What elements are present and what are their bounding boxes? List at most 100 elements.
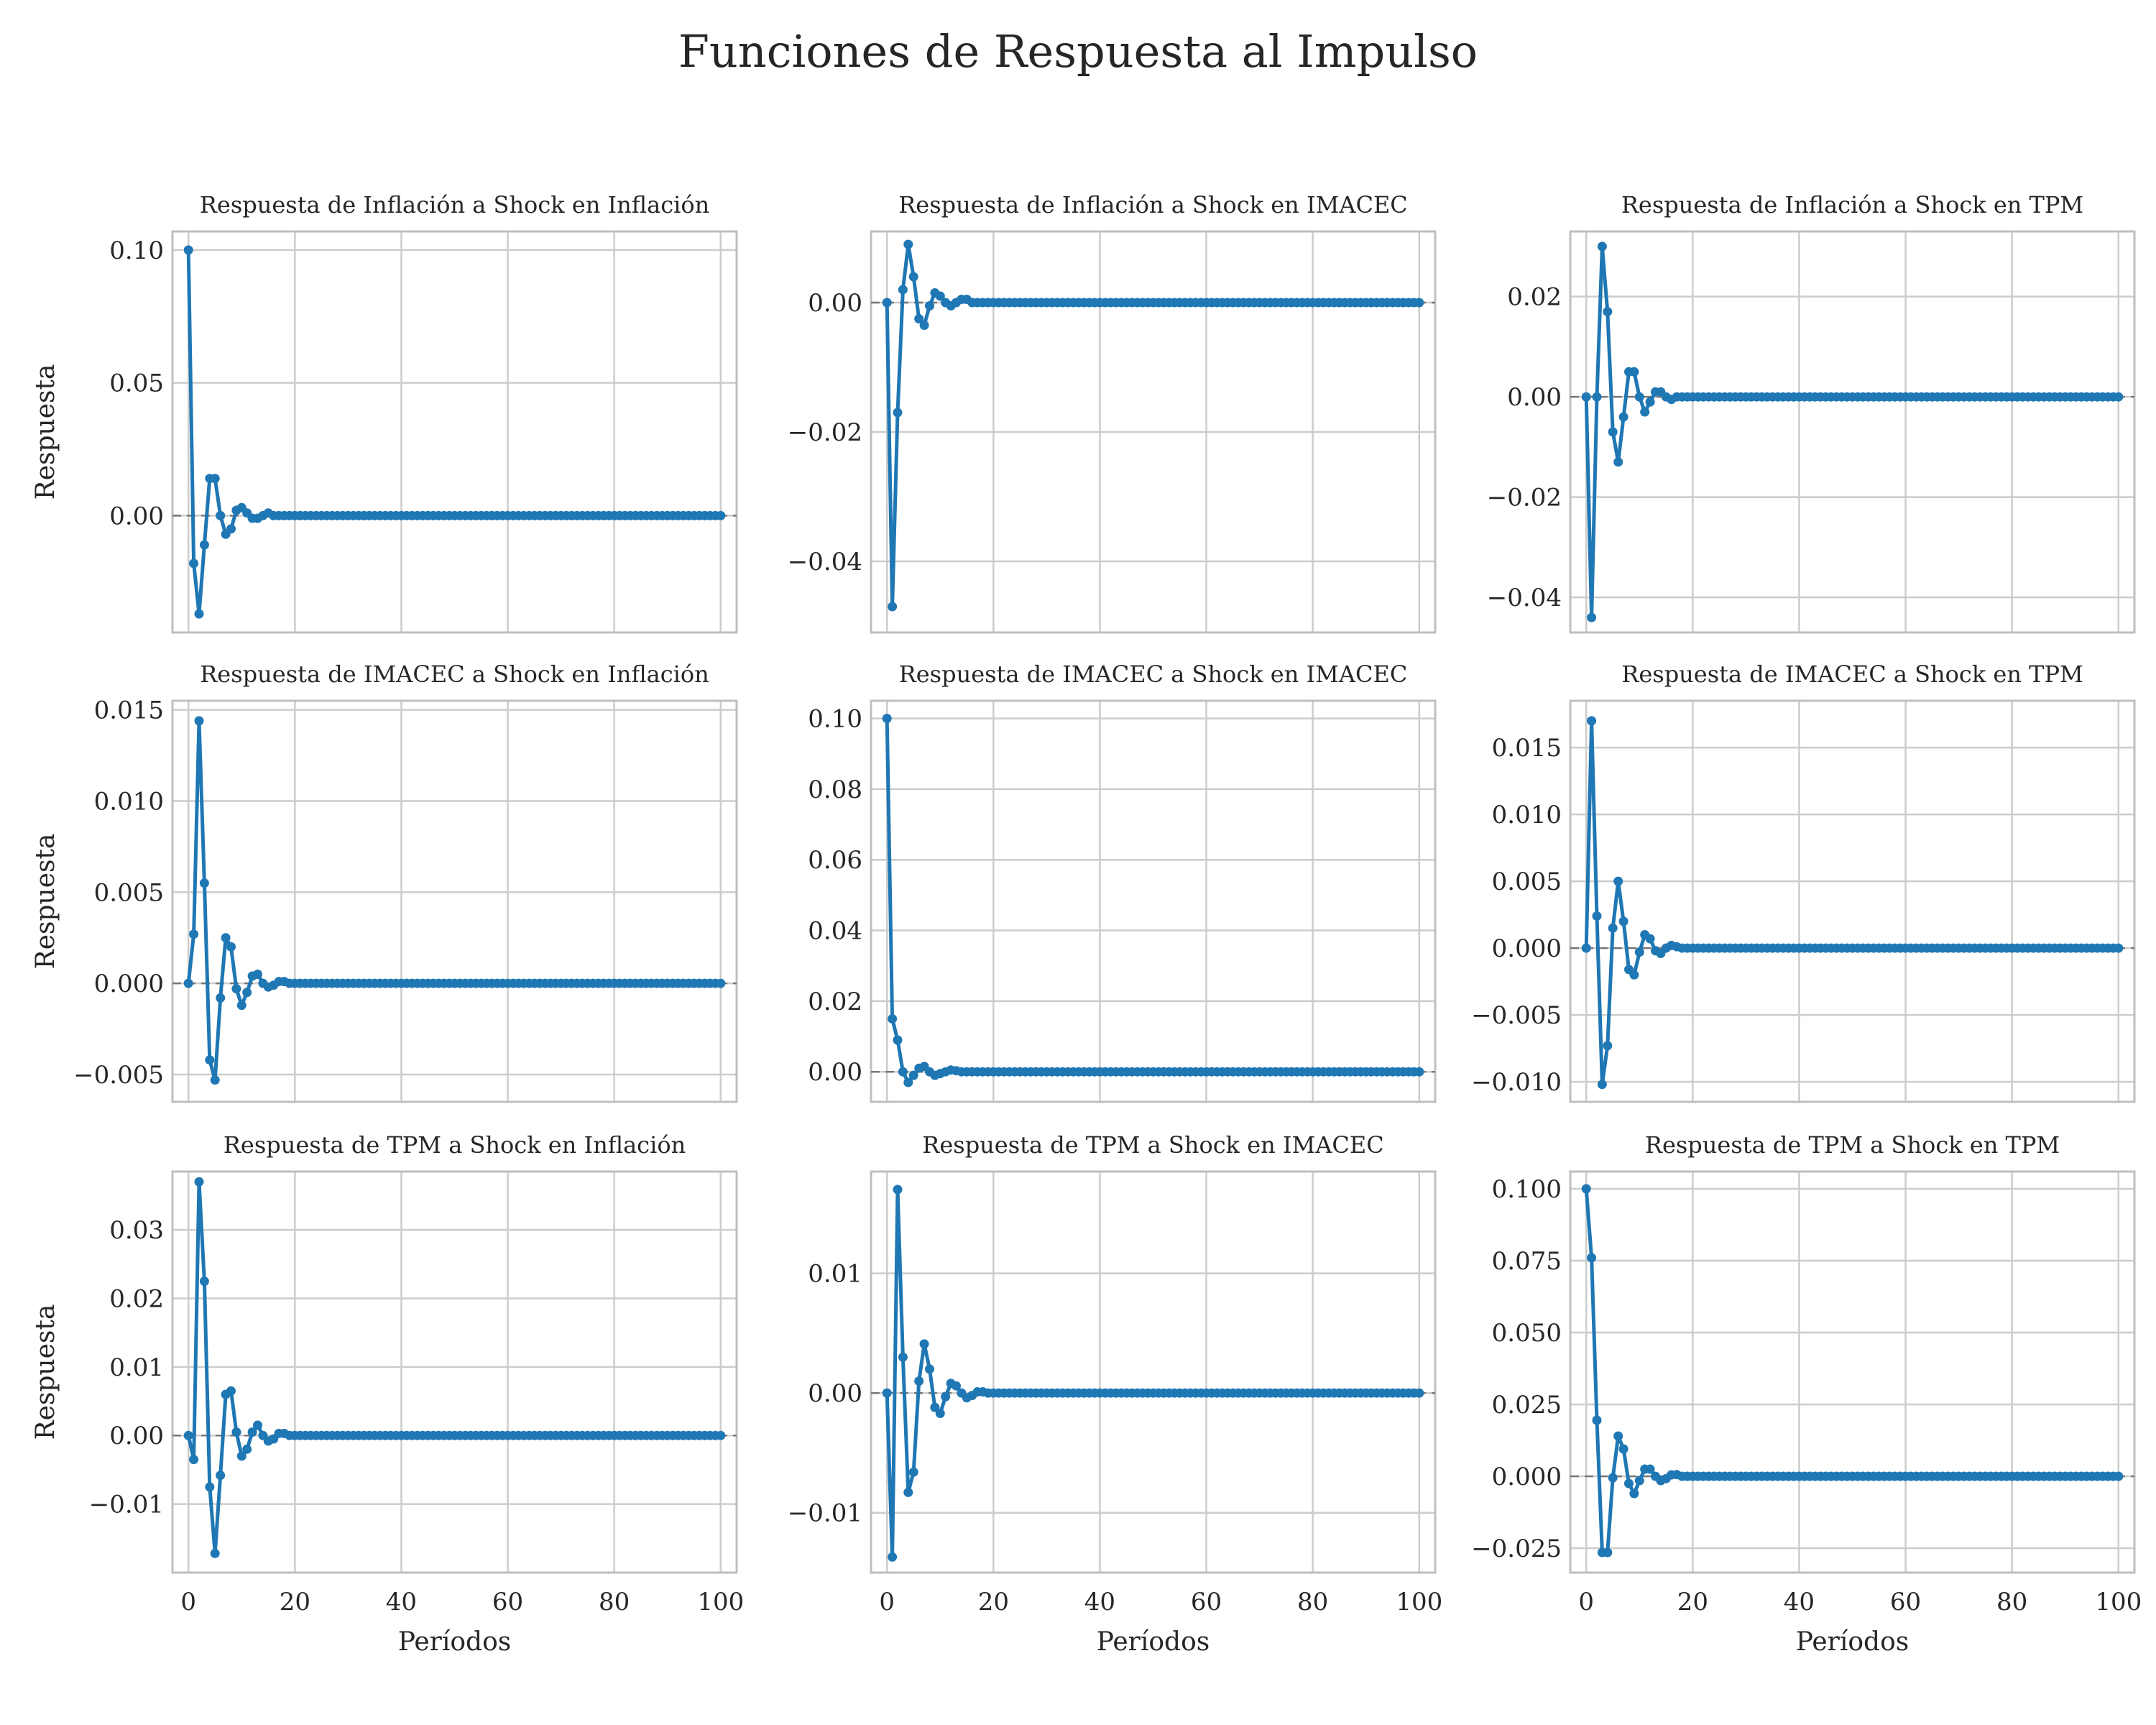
data-point (941, 1392, 951, 1402)
data-point (903, 1487, 913, 1497)
y-tick-label: 0.025 (1492, 1391, 1562, 1420)
y-tick-label: 0.03 (109, 1216, 164, 1245)
y-tick-label: 0.00 (808, 1379, 862, 1408)
series-line (1584, 1188, 2119, 1555)
data-point (236, 1451, 247, 1461)
y-axis-label: Respuesta (31, 364, 60, 500)
plot-frame (870, 1170, 1437, 1574)
data-point (919, 1339, 929, 1349)
series-line (1584, 244, 2119, 620)
data-point (1414, 298, 1424, 308)
data-point (205, 1482, 215, 1492)
subplot-9: Respuesta de TPM a Shock en TPM 0.100 0.07… (1471, 1131, 2142, 1657)
figure-suptitle: Funciones de Respuesta al Impulso (678, 25, 1478, 78)
series-line (1584, 719, 2119, 1087)
y-tick-label: −0.04 (1487, 584, 1562, 612)
data-point (930, 1402, 940, 1412)
x-tick-label: 0 (180, 1588, 196, 1616)
data-point (226, 1386, 236, 1396)
data-point (935, 1409, 945, 1418)
data-point (231, 1427, 241, 1437)
x-tick-label: 100 (697, 1588, 744, 1616)
data-point (882, 714, 892, 724)
subplot-7: Respuesta de TPM a Shock en Inflación 0.0… (31, 1131, 744, 1657)
y-tick-label: 0.000 (1492, 934, 1562, 963)
x-tick-label: 0 (879, 1588, 895, 1616)
x-tick-label: 20 (280, 1588, 310, 1616)
y-tick-label: 0.06 (808, 846, 862, 875)
y-tick-label: −0.010 (1471, 1068, 1562, 1097)
x-tick-label: 40 (386, 1588, 417, 1616)
data-point (253, 970, 262, 979)
data-point (199, 878, 209, 888)
data-point (183, 1430, 193, 1440)
y-tick-label: 0.015 (1492, 734, 1562, 763)
data-point (189, 1455, 199, 1465)
y-tick-label: −0.005 (1471, 1001, 1562, 1030)
y-tick-label: 0.015 (94, 696, 164, 725)
plot-frame (870, 699, 1437, 1103)
y-tick-label: 0.01 (808, 1260, 862, 1289)
data-point (183, 978, 193, 988)
data-point (247, 1427, 257, 1437)
data-point (216, 1471, 226, 1481)
data-point (1624, 1478, 1634, 1489)
data-point (1634, 1476, 1644, 1486)
data-point (893, 408, 903, 418)
x-tick-label: 60 (1890, 1588, 1921, 1616)
y-tick-label: 0.005 (94, 878, 164, 907)
y-tick-label: 0.000 (1492, 1463, 1562, 1491)
y-axis-label: Respuesta (31, 834, 60, 970)
x-tick-label: 0 (1578, 1588, 1594, 1616)
subplot-title: Respuesta de Inflación a Shock en Inflac… (200, 191, 709, 218)
data-point (1629, 367, 1639, 377)
data-point (1581, 1184, 1591, 1194)
plot-frame (171, 1170, 738, 1574)
series-line (186, 249, 721, 616)
data-point (888, 1014, 898, 1024)
plot-frame (870, 230, 1437, 634)
data-point (210, 474, 220, 484)
subplot-1: Respuesta de Inflación a Shock en Inflac… (31, 191, 738, 634)
data-point (1608, 427, 1618, 437)
data-point (716, 1430, 726, 1440)
data-point (236, 1000, 247, 1011)
plot-frame (1569, 1170, 2136, 1574)
data-point (1603, 1041, 1613, 1051)
data-point (903, 239, 913, 249)
y-tick-label: 0.02 (1507, 283, 1562, 312)
data-point (1613, 457, 1623, 467)
plot-frame (1569, 230, 2136, 634)
data-point (1592, 911, 1602, 921)
x-tick-label: 60 (1191, 1588, 1222, 1616)
data-point (1645, 1464, 1655, 1474)
y-tick-label: 0.02 (808, 988, 862, 1016)
data-point (1634, 392, 1644, 402)
data-point (1613, 876, 1623, 886)
x-tick-label: 40 (1784, 1588, 1815, 1616)
data-point (1629, 970, 1639, 980)
data-point (908, 272, 918, 282)
data-point (2114, 392, 2124, 402)
subplot-title: Respuesta de TPM a Shock en TPM (1645, 1131, 2060, 1159)
subplot-title: Respuesta de IMACEC a Shock en IMACEC (899, 661, 1408, 688)
data-point (1587, 612, 1597, 622)
data-point (919, 321, 929, 330)
data-point (893, 1184, 903, 1195)
data-point (1608, 1473, 1618, 1483)
data-point (242, 1444, 252, 1454)
data-point (2114, 1471, 2124, 1481)
data-point (935, 291, 945, 301)
data-point (1629, 1489, 1639, 1499)
data-point (205, 1055, 215, 1065)
y-tick-label: −0.02 (788, 418, 862, 447)
subplot-title: Respuesta de Inflación a Shock en TPM (1621, 191, 2083, 218)
subplot-6: Respuesta de IMACEC a Shock en TPM 0.015 0… (1471, 661, 2136, 1103)
x-axis-label: Períodos (1796, 1627, 1909, 1657)
data-point (1597, 242, 1607, 252)
data-point (183, 245, 193, 255)
data-point (914, 314, 924, 323)
data-point (1613, 1431, 1623, 1441)
subplot-8: Respuesta de TPM a Shock en IMACEC 0.01 0.… (788, 1131, 1442, 1657)
data-point (221, 933, 231, 943)
